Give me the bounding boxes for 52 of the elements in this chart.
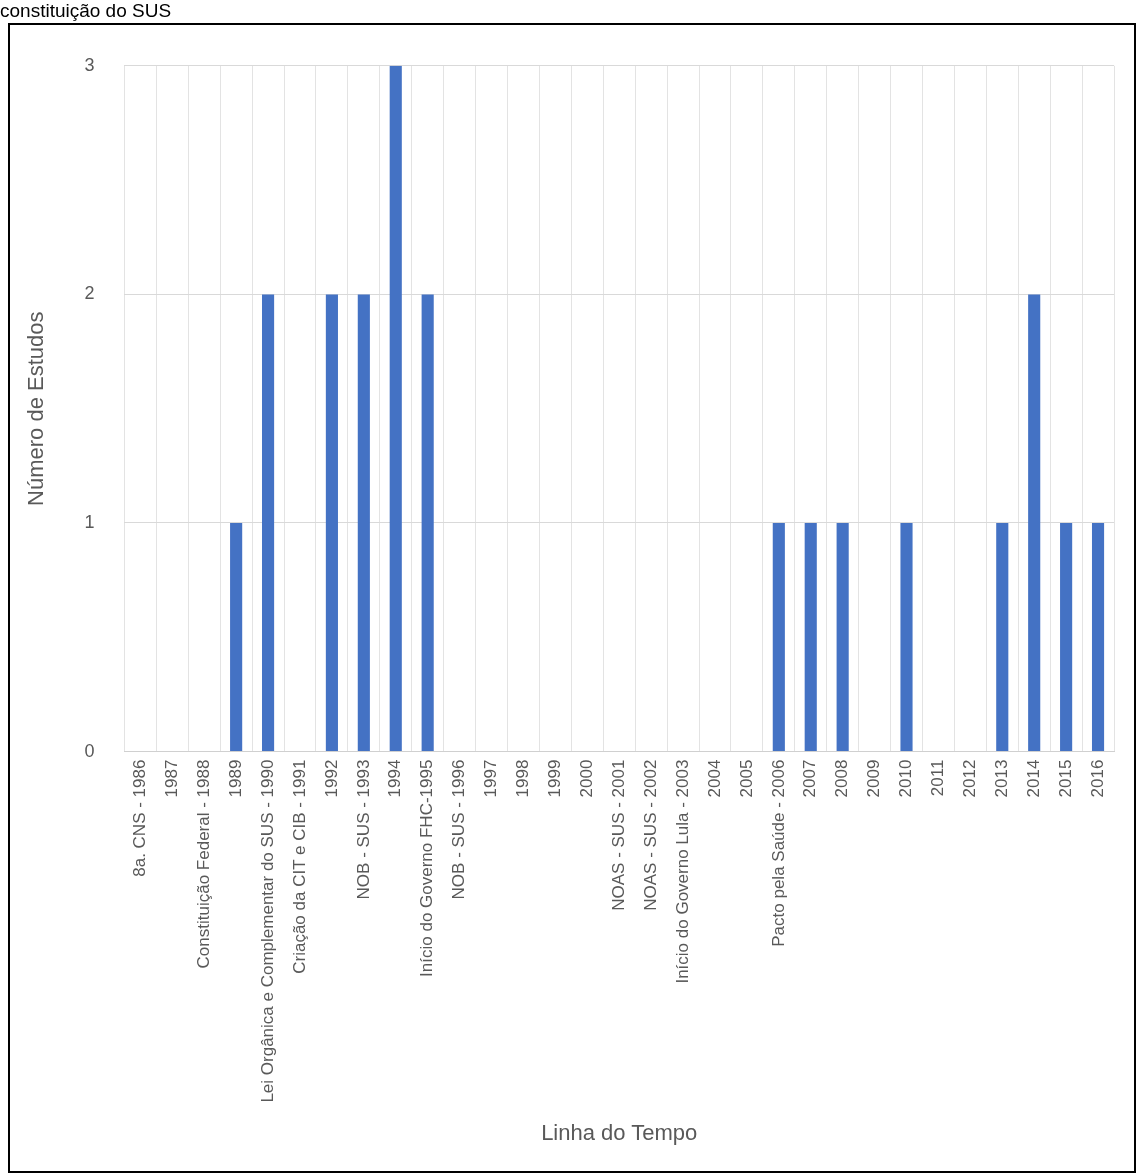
bar [996, 522, 1009, 752]
bar [230, 522, 243, 752]
bar [262, 294, 275, 752]
y-axis-title: Número de Estudos [23, 311, 49, 506]
bar [325, 294, 338, 752]
x-tick-label: 1994 [385, 759, 405, 798]
x-tick-label: 2000 [576, 759, 596, 798]
y-tick-label: 0 [84, 740, 95, 761]
x-axis-title: Linha do Tempo [541, 1119, 698, 1145]
x-tick-label: Criação da CIT e CIB - 1991 [289, 759, 309, 974]
x-tick-label: NOAS - SUS - 2002 [640, 759, 660, 911]
bar [900, 522, 913, 752]
x-tick-label: 2007 [800, 759, 820, 798]
x-tick-label: 2008 [832, 759, 852, 798]
bar [804, 522, 817, 752]
bar [1028, 294, 1041, 752]
x-tick-label: 1989 [225, 759, 245, 798]
x-tick-label: 1992 [321, 759, 341, 798]
bar [1091, 522, 1105, 752]
x-tick-label: NOAS - SUS - 2001 [608, 759, 628, 911]
x-tick-label: 1999 [545, 759, 565, 798]
x-tick-label: 2009 [864, 759, 884, 798]
chart-title: constituição do SUS [0, 0, 172, 22]
bar [421, 294, 434, 752]
bar [836, 522, 849, 752]
y-tick-label: 1 [84, 511, 95, 532]
x-tick-label: 2013 [991, 759, 1011, 798]
y-tick-label: 2 [84, 283, 95, 304]
x-tick-label: 1987 [161, 759, 181, 798]
bar [389, 65, 402, 752]
bar [357, 294, 370, 752]
x-tick-label: 2015 [1055, 759, 1075, 798]
bar [772, 522, 785, 752]
x-tick-label: 2004 [704, 759, 724, 798]
x-tick-label: 8a. CNS - 1986 [130, 759, 150, 877]
x-tick-label: 1998 [513, 759, 533, 798]
x-tick-label: Início do Governo FHC-1995 [417, 759, 437, 977]
x-tick-label: 2012 [960, 759, 980, 798]
x-tick-label: 2005 [736, 759, 756, 798]
x-tick-label: Pacto pela Saúde - 2006 [768, 759, 788, 947]
x-tick-label: 1997 [481, 759, 501, 798]
x-tick-label: 2011 [928, 759, 948, 797]
x-tick-label: NOB - SUS - 1996 [449, 759, 469, 900]
x-tick-label: 2016 [1087, 759, 1107, 798]
x-tick-label: NOB - SUS - 1993 [353, 759, 373, 900]
x-tick-label: 2010 [896, 759, 916, 798]
bar [1060, 522, 1073, 752]
y-tick-label: 3 [84, 54, 95, 75]
x-tick-label: Constituição Federal - 1988 [193, 759, 213, 969]
x-tick-label: Início do Governo Lula - 2003 [672, 759, 692, 984]
x-tick-label: 2014 [1023, 759, 1043, 798]
x-tick-label: Lei Orgânica e Complementar do SUS - 1990 [257, 759, 277, 1103]
